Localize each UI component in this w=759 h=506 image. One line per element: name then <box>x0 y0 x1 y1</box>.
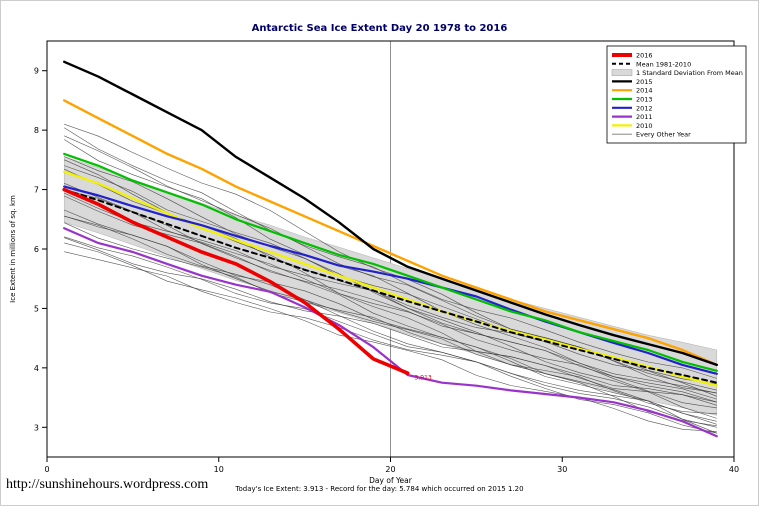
every-other-year-line <box>64 183 717 425</box>
y-tick-label: 5 <box>34 304 39 313</box>
every-other-year-line <box>64 222 717 403</box>
series-2012 <box>63 185 718 375</box>
y-tick-label: 7 <box>34 186 39 195</box>
every-other-year-line <box>64 209 717 434</box>
legend-label: Every Other Year <box>636 131 691 139</box>
x-tick-label: 20 <box>385 465 395 474</box>
legend-box <box>606 45 747 144</box>
every-other-year-line <box>64 242 717 432</box>
series-2016 <box>62 187 410 376</box>
every-other-year-line <box>64 156 717 419</box>
series-2015 <box>63 60 718 367</box>
current-extent-annotation: 3.913 <box>415 375 432 382</box>
source-url: http://sunshinehours.wordpress.com <box>6 477 209 492</box>
todays-extent-caption: Today's Ice Extent: 3.913 - Record for t… <box>235 485 524 493</box>
legend-swatch-std-band <box>611 69 633 76</box>
series-2014 <box>63 99 718 367</box>
every-other-year-line <box>64 236 717 428</box>
legend-label: Mean 1981-2010 <box>636 60 691 68</box>
every-other-year-line <box>64 215 717 434</box>
y-tick-label: 8 <box>34 126 39 135</box>
every-other-year-line <box>64 195 717 394</box>
y-tick-label: 3 <box>34 423 39 432</box>
legend-label: 2015 <box>636 78 653 86</box>
legend-label: 2011 <box>636 113 653 121</box>
every-other-year-line <box>64 139 717 403</box>
legend-label: 1 Standard Deviation From Mean <box>636 69 743 77</box>
legend-label: 2016 <box>636 52 653 60</box>
chart-title: Antarctic Sea Ice Extent Day 20 1978 to … <box>251 23 508 34</box>
x-tick-label: 10 <box>214 465 224 474</box>
every-other-year-line <box>64 135 717 394</box>
x-axis-label: Day of Year <box>369 476 413 485</box>
series-2010 <box>63 170 718 387</box>
legend-label: 2012 <box>636 104 653 112</box>
y-tick-label: 6 <box>34 245 39 254</box>
series-mean-1981-2010 <box>63 188 718 384</box>
every-other-year-line <box>64 192 717 397</box>
y-tick-label: 4 <box>34 364 39 373</box>
y-tick-label: 9 <box>34 67 39 76</box>
legend-label: 2010 <box>636 122 653 130</box>
x-tick-label: 0 <box>44 465 49 474</box>
x-tick-label: 30 <box>557 465 567 474</box>
series-2011 <box>63 227 718 438</box>
every-other-year-line <box>64 251 717 422</box>
legend-label: 2014 <box>636 87 653 95</box>
every-other-year-line <box>64 237 717 406</box>
series-2013 <box>63 152 718 372</box>
y-axis-label: Ice Extent in millions of sq. km <box>9 195 17 303</box>
legend-label: 2013 <box>636 96 653 104</box>
x-tick-label: 40 <box>729 465 739 474</box>
